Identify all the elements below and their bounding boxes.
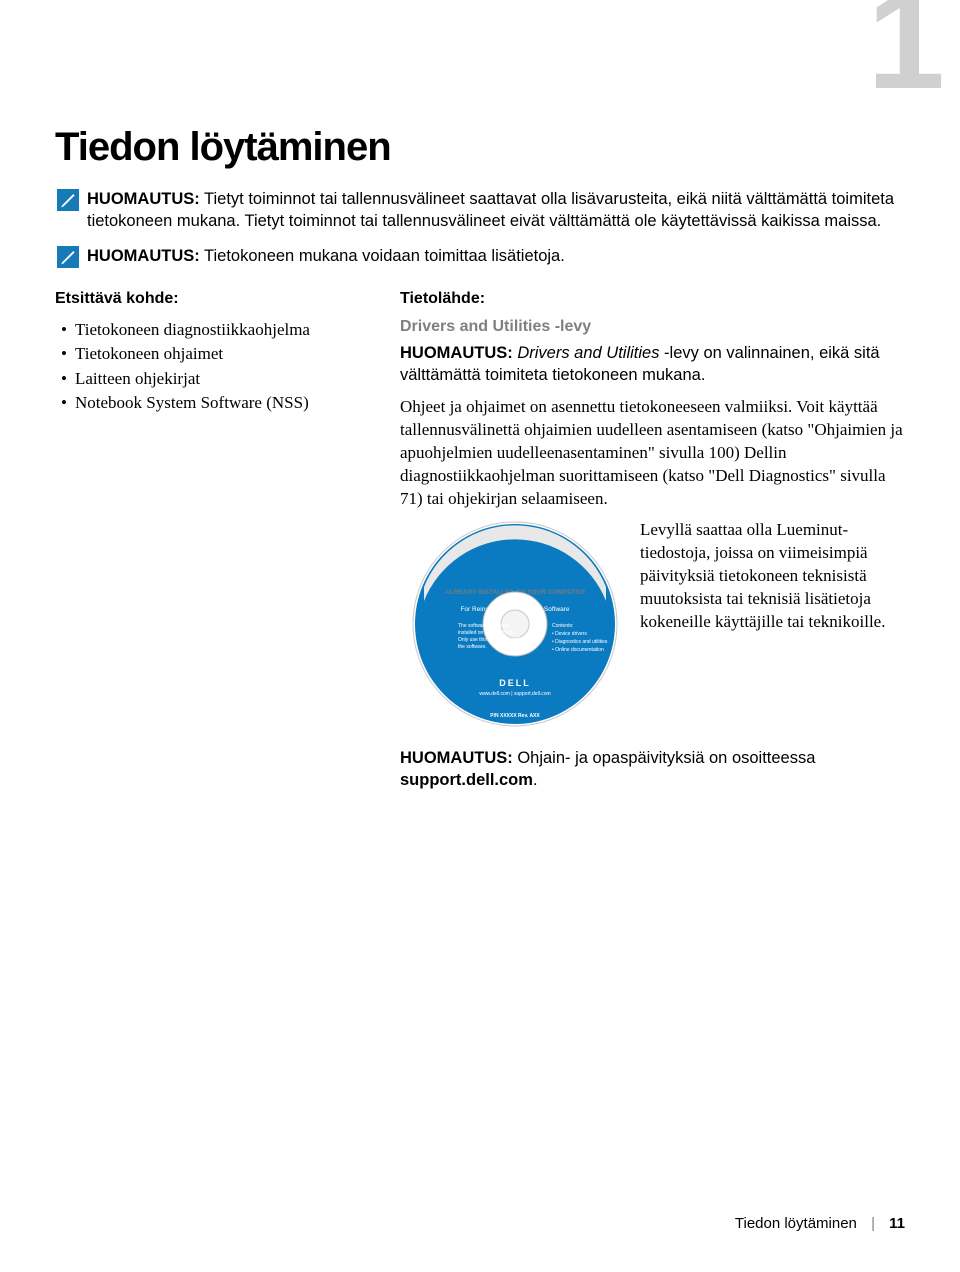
list-item: Tietokoneen diagnostiikkaohjelma xyxy=(61,318,380,343)
right-body-para: Ohjeet ja ohjaimet on asennettu tietokon… xyxy=(400,396,905,511)
svg-text:www.dell.com | support.dell.co: www.dell.com | support.dell.com xyxy=(479,691,550,697)
list-item: Tietokoneen ohjaimet xyxy=(61,342,380,367)
right-note-italic: Drivers and Utilities xyxy=(513,344,660,362)
svg-text:The software is already: The software is already xyxy=(458,623,510,629)
note-text-2: HUOMAUTUS: Tietokoneen mukana voidaan to… xyxy=(87,245,565,267)
search-list: Tietokoneen diagnostiikkaohjelma Tietoko… xyxy=(55,318,380,417)
note-block-2: HUOMAUTUS: Tietokoneen mukana voidaan to… xyxy=(55,245,905,268)
disc-row: DRIVERS AND UTILITIES ALREADY INSTALLED … xyxy=(400,519,905,729)
final-note: HUOMAUTUS: Ohjain- ja opaspäivityksiä on… xyxy=(400,747,905,792)
svg-text:installed on your computer.: installed on your computer. xyxy=(458,630,518,636)
disc-side-text: Levyllä saattaa olla Lueminut-tiedostoja… xyxy=(630,519,905,634)
page-title: Tiedon löytäminen xyxy=(55,125,905,170)
list-item: Notebook System Software (NSS) xyxy=(61,391,380,416)
final-note-end: . xyxy=(533,771,538,789)
footer-separator: | xyxy=(871,1215,875,1232)
page-footer: Tiedon löytäminen | 11 xyxy=(735,1215,905,1232)
svg-text:DELL: DELL xyxy=(499,678,531,688)
footer-page-number: 11 xyxy=(889,1215,905,1232)
svg-text:P/N XXXXX Rev. AXX: P/N XXXXX Rev. AXX xyxy=(490,713,540,719)
right-subhead: Drivers and Utilities -levy xyxy=(400,318,905,336)
note-block-1: HUOMAUTUS: Tietyt toiminnot tai tallennu… xyxy=(55,188,905,233)
right-header: Tietolähde: xyxy=(400,290,905,308)
note-label: HUOMAUTUS: xyxy=(87,247,200,265)
left-header: Etsittävä kohde: xyxy=(55,290,380,308)
svg-text:Contents:: Contents: xyxy=(552,623,573,629)
disc-image: DRIVERS AND UTILITIES ALREADY INSTALLED … xyxy=(400,519,630,729)
final-note-label: HUOMAUTUS: xyxy=(400,749,513,767)
note-icon xyxy=(57,189,79,211)
final-note-text: Ohjain- ja opaspäivityksiä on osoitteess… xyxy=(513,749,816,767)
right-note-label: HUOMAUTUS: xyxy=(400,344,513,362)
note-label: HUOMAUTUS: xyxy=(87,190,200,208)
svg-text:Only use this CD to reinstall: Only use this CD to reinstall xyxy=(458,637,520,643)
svg-text:the software.: the software. xyxy=(458,644,487,650)
svg-text:• Device drivers: • Device drivers xyxy=(552,631,587,637)
svg-text:• Diagnostics and utilities: • Diagnostics and utilities xyxy=(552,639,608,645)
note-body: Tietyt toiminnot tai tallennusvälineet s… xyxy=(87,190,894,230)
right-column: Tietolähde: Drivers and Utilities -levy … xyxy=(400,290,905,792)
chapter-number: 1 xyxy=(867,0,945,110)
final-note-url: support.dell.com xyxy=(400,771,533,789)
left-column: Etsittävä kohde: Tietokoneen diagnostiik… xyxy=(55,290,400,792)
page-content: Tiedon löytäminen HUOMAUTUS: Tietyt toim… xyxy=(0,0,960,791)
list-item: Laitteen ohjekirjat xyxy=(61,367,380,392)
right-note: HUOMAUTUS: Drivers and Utilities -levy o… xyxy=(400,342,905,387)
two-column-layout: Etsittävä kohde: Tietokoneen diagnostiik… xyxy=(55,290,905,792)
note-body: Tietokoneen mukana voidaan toimittaa lis… xyxy=(200,247,565,265)
note-icon xyxy=(57,246,79,268)
footer-section: Tiedon löytäminen xyxy=(735,1215,857,1232)
svg-text:• Online documentation: • Online documentation xyxy=(552,647,604,653)
disc-title: DRIVERS AND UTILITIES xyxy=(462,568,569,578)
note-text-1: HUOMAUTUS: Tietyt toiminnot tai tallennu… xyxy=(87,188,905,233)
